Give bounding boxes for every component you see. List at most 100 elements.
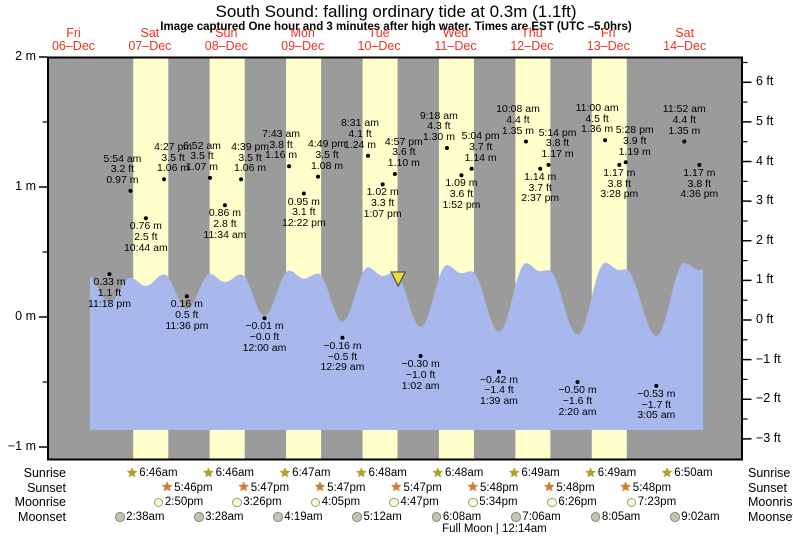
sunset-star-icon: ★: [314, 479, 326, 494]
tide-event-dot: [469, 166, 474, 171]
tide-event-label-line: 2.8 ft: [213, 217, 237, 230]
day-weekday-label: Wed: [442, 26, 469, 40]
tide-event-dot: [523, 139, 528, 144]
tide-event-dot: [654, 383, 659, 388]
tide-event-label-line: 3.5 ft: [190, 150, 214, 163]
tide-event-label-line: 5:14 pm: [538, 126, 577, 139]
moonset-time: 6:08am: [442, 510, 482, 523]
sunset-row-label-right: Sunset: [748, 480, 787, 495]
full-moon-note: Full Moon | 12:14am: [442, 523, 547, 535]
tide-event-dot: [603, 138, 608, 143]
moonset-circle-icon: [194, 512, 204, 522]
day-weekday-label: Fri: [601, 26, 616, 40]
tide-event-label-line: 6:52 am: [182, 139, 221, 152]
moonset-time: 9:02am: [681, 510, 720, 523]
tide-event-label-line: 12:29 am: [320, 361, 365, 374]
left-axis-tick-label: 0 m: [15, 309, 36, 323]
moonrise-row-label-left: Moonrise: [14, 495, 66, 509]
tide-event-label: 1.17 m 3.8 ft 4:36 pm: [680, 168, 718, 200]
day-weekday-label: Sat: [675, 26, 695, 40]
tide-event-label: 4:39 pm 3.5 ft 1.06 m: [231, 142, 269, 174]
tide-event-label: 10:08 am 4.4 ft 1.35 m: [496, 104, 540, 136]
day-date-label: 12–Dec: [510, 38, 554, 53]
tide-event-label-line: 1:52 pm: [442, 198, 481, 211]
tide-event-label-line: 12:22 pm: [281, 217, 326, 230]
moonset-circle-icon: [115, 512, 125, 522]
tide-event-label-line: 1.35 m: [668, 124, 701, 137]
tide-event-label-line: −0.16 m: [323, 339, 362, 352]
moonset-circle-icon: [511, 512, 521, 522]
tide-event-label-line: 2:20 am: [558, 405, 597, 418]
tide-event-label-line: 0.5 ft: [175, 308, 199, 321]
tide-event-label-line: 9:18 am: [419, 109, 458, 122]
tide-event-label-line: −0.0 ft: [249, 331, 280, 344]
tide-event-dot: [459, 173, 464, 178]
tide-event-label-line: 10:44 am: [123, 241, 168, 254]
moonset-time: 3:28am: [205, 510, 244, 523]
tide-event-label: 5:14 pm 3.8 ft 1.17 m: [538, 126, 577, 160]
tide-event-dot: [623, 160, 628, 165]
moonrise-time: 5:34pm: [479, 496, 518, 508]
tide-event-label-line: 3.6 ft: [449, 188, 474, 201]
tide-event-label-line: 1.36 m: [581, 123, 614, 136]
tide-event-dot: [207, 175, 212, 180]
tide-event-label: −0.42 m −1.4 ft 1:39 am: [480, 374, 518, 407]
tide-event-label-line: 4.1 ft: [348, 128, 372, 141]
sunset-star-icon: ★: [466, 479, 479, 494]
sunset-time: 5:47pm: [250, 481, 290, 494]
tide-event-label-line: −0.30 m: [401, 358, 440, 370]
tide-event-label: 0.86 m 2.8 ft 11:34 am: [203, 208, 246, 240]
sunrise-row-label-right: Sunrise: [748, 466, 791, 480]
right-axis-tick-label: 6 ft: [756, 74, 774, 89]
right-axis-tick-label: −1 ft: [756, 351, 781, 366]
tide-event-label-line: −1.7 ft: [641, 398, 672, 411]
tide-event-label-line: −1.0 ft: [405, 368, 436, 381]
tide-event-label-line: 1:02 am: [401, 379, 440, 392]
tide-event-label-line: 1.14 m: [524, 170, 557, 183]
tide-event-label-line: 2:37 pm: [521, 192, 560, 205]
tide-event-dot: [496, 369, 501, 374]
day-date-label: 09–Dec: [281, 38, 325, 53]
tide-event-label-line: 7:43 am: [262, 127, 301, 140]
moonset-circle-icon: [590, 512, 601, 522]
moonset-time: 5:12am: [363, 510, 402, 523]
tide-event-label: 0.95 m 3.1 ft 12:22 pm: [281, 196, 326, 230]
moonset-circle-icon: [273, 512, 283, 522]
left-axis-tick-label: −1 m: [7, 439, 36, 453]
sunrise-star-icon: ★: [355, 464, 368, 480]
tide-event-label-line: −1.6 ft: [562, 394, 593, 407]
tide-event-dot: [418, 354, 423, 358]
sunrise-time: 6:47am: [292, 467, 331, 479]
tide-event-label: −0.16 m −0.5 ft 12:29 am: [320, 339, 365, 374]
day-weekday-label: Fri: [66, 26, 81, 40]
sunrise-time: 6:48am: [444, 467, 484, 479]
tide-event-label: −0.30 m −1.0 ft 1:02 am: [401, 359, 439, 391]
tide-event-label-line: 4:49 pm: [308, 138, 347, 151]
tide-event-label: 6:52 am 3.5 ft 1.07 m: [182, 139, 221, 173]
sunset-time: 5:47pm: [327, 481, 366, 494]
sunrise-star-icon: ★: [508, 464, 521, 480]
moonset-circle-icon: [352, 512, 362, 522]
water-area: [90, 262, 703, 430]
sunset-time: 5:47pm: [403, 481, 442, 494]
day-date-label: 07–Dec: [128, 38, 172, 53]
tide-event-label: 11:00 am 4.5 ft 1.36 m: [576, 103, 619, 135]
tide-event-label-line: 3.3 ft: [370, 197, 395, 210]
tide-event-label-line: 3.8 ft: [607, 177, 632, 190]
tide-event-label: 1.09 m 3.6 ft 1:52 pm: [442, 178, 480, 210]
tide-event-label: 9:18 am 4.3 ft 1.30 m: [419, 109, 458, 144]
tide-event-label-line: 3.7 ft: [528, 181, 552, 194]
tide-event-label-line: 1.19 m: [618, 145, 651, 158]
tide-event-label: −0.01 m −0.0 ft 12:00 am: [243, 321, 287, 353]
tide-event-label-line: 1.30 m: [422, 131, 455, 144]
tide-event-label-line: 3.8 ft: [545, 137, 570, 150]
tide-event-label-line: 0.86 m: [208, 207, 241, 220]
moonrise-circle-icon: [626, 497, 637, 507]
tide-event-label-line: 11:52 am: [662, 103, 706, 116]
tide-event-label-line: −1.4 ft: [484, 384, 514, 397]
tide-event-dot: [444, 146, 449, 150]
sunrise-star-icon: ★: [661, 464, 673, 480]
tide-event-dot: [128, 188, 133, 193]
